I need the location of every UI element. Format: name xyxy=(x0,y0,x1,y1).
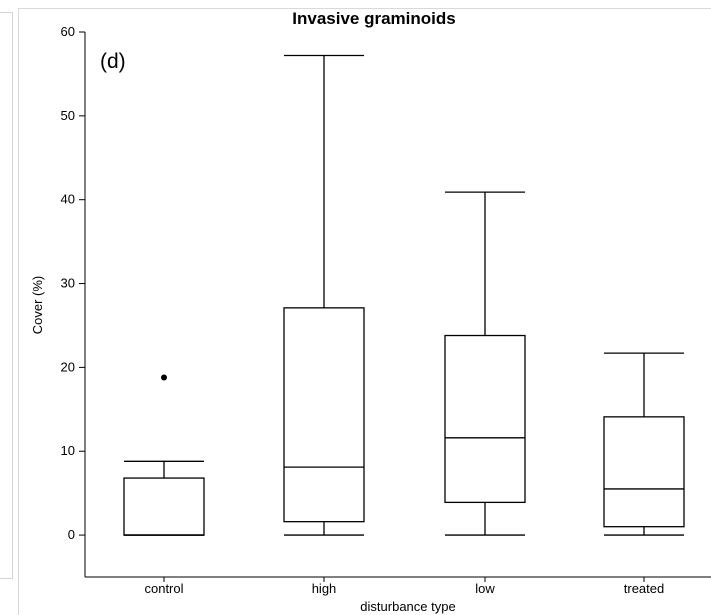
boxes xyxy=(123,54,685,536)
y-tick-label: 20 xyxy=(61,359,75,374)
box-treated xyxy=(603,352,685,536)
iqr-box xyxy=(603,416,685,528)
y-tick-label: 30 xyxy=(61,276,75,291)
x-tick-label: low xyxy=(475,581,495,596)
box-low xyxy=(444,191,526,536)
left-panel-edge xyxy=(0,12,13,579)
x-tick-label: high xyxy=(312,581,337,596)
x-tick-label: control xyxy=(144,581,183,596)
iqr-box xyxy=(444,334,526,504)
x-axis-title: disturbance type xyxy=(360,599,455,614)
y-tick-label: 10 xyxy=(61,443,75,458)
axes: 0 10 20 30 40 50 60 control high low treated xyxy=(61,24,711,596)
y-tick-label: 50 xyxy=(61,108,75,123)
iqr-box xyxy=(283,307,365,523)
chart-title: Invasive graminoids xyxy=(292,9,455,28)
box-control xyxy=(123,374,205,536)
outlier-point xyxy=(161,374,167,381)
iqr-box xyxy=(123,477,205,536)
y-tick-label: 0 xyxy=(68,527,75,542)
y-tick-label: 60 xyxy=(61,24,75,39)
y-tick-label: 40 xyxy=(61,192,75,207)
panel-label: (d) xyxy=(100,50,126,73)
x-tick-label: treated xyxy=(624,581,664,596)
box-high xyxy=(283,54,365,536)
y-axis-title: Cover (%) xyxy=(30,276,45,335)
